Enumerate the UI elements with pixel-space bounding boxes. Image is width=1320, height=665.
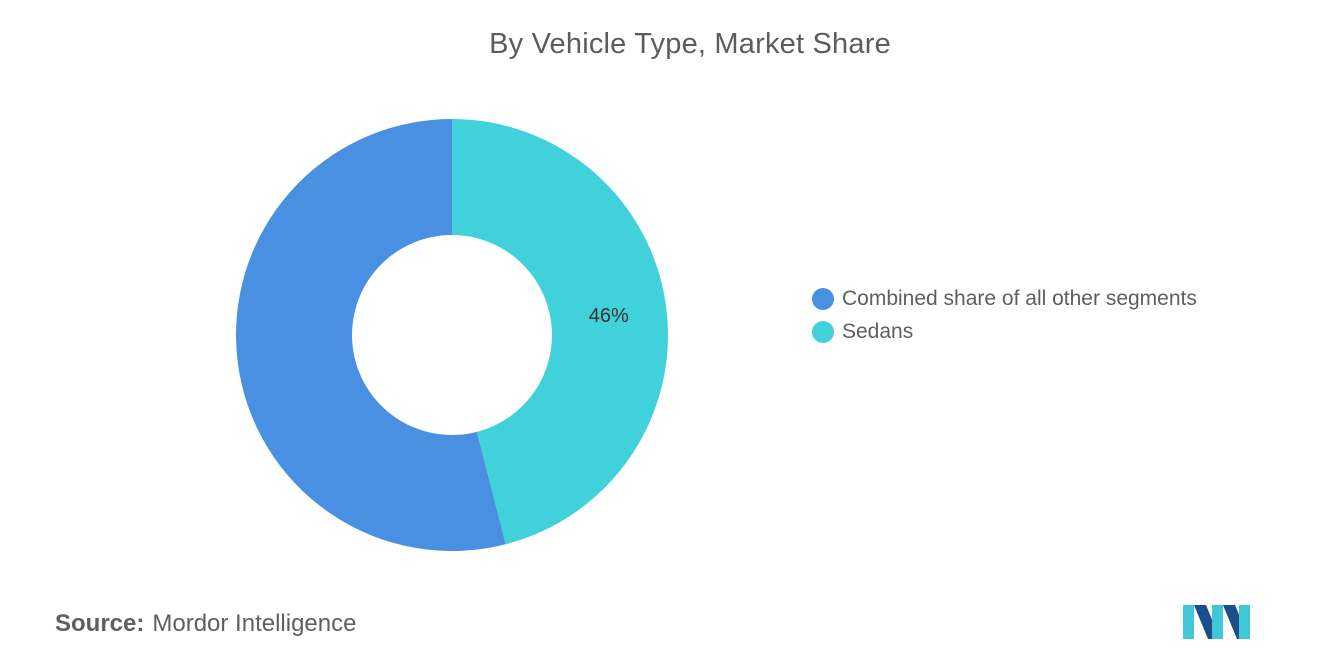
- legend-swatch-sedans: [812, 320, 834, 343]
- legend-label: Sedans: [842, 319, 914, 343]
- source-note: Source: Mordor Intelligence: [55, 610, 356, 638]
- legend-item-other-segments[interactable]: Combined share of all other segments: [812, 282, 1197, 315]
- legend-swatch-other-segments: [812, 287, 834, 310]
- legend-label: Combined share of all other segments: [842, 286, 1197, 310]
- mordor-intelligence-logo-icon: [1183, 605, 1250, 639]
- data-label-sedans: 46%: [589, 305, 629, 327]
- source-label: Source:: [55, 610, 145, 637]
- donut-slice-sedans[interactable]: [452, 119, 669, 545]
- logo-right-stroke: [1239, 605, 1250, 639]
- donut-slice-combined-share-of-all-other-segments[interactable]: [236, 119, 506, 551]
- chart-legend: Combined share of all other segments Sed…: [812, 282, 1197, 348]
- chart-title: By Vehicle Type, Market Share: [489, 28, 891, 60]
- logo-left-stroke: [1183, 605, 1194, 639]
- legend-item-sedans[interactable]: Sedans: [812, 315, 1197, 348]
- logo-middle-stroke: [1212, 605, 1223, 639]
- source-value: Mordor Intelligence: [152, 610, 357, 637]
